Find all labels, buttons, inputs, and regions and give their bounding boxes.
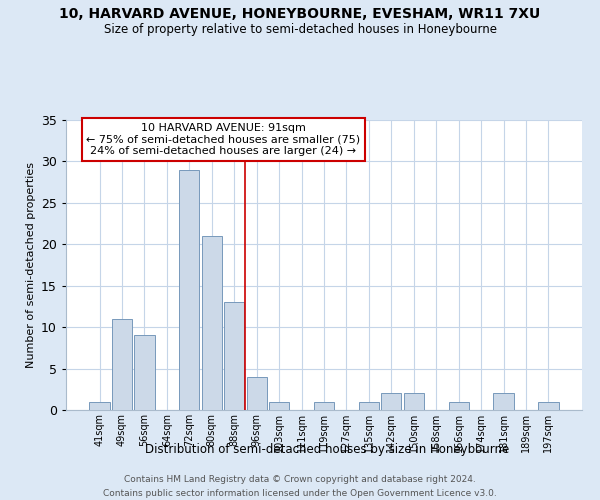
Bar bbox=[179, 170, 199, 410]
Bar bbox=[359, 402, 379, 410]
Bar bbox=[202, 236, 222, 410]
Bar bbox=[224, 302, 244, 410]
Bar bbox=[134, 336, 155, 410]
Text: 10 HARVARD AVENUE: 91sqm
← 75% of semi-detached houses are smaller (75)
24% of s: 10 HARVARD AVENUE: 91sqm ← 75% of semi-d… bbox=[86, 123, 361, 156]
Bar bbox=[381, 394, 401, 410]
Bar bbox=[247, 377, 267, 410]
Text: Size of property relative to semi-detached houses in Honeybourne: Size of property relative to semi-detach… bbox=[104, 22, 497, 36]
Bar bbox=[493, 394, 514, 410]
Bar bbox=[269, 402, 289, 410]
Text: Distribution of semi-detached houses by size in Honeybourne: Distribution of semi-detached houses by … bbox=[145, 442, 509, 456]
Text: Contains HM Land Registry data © Crown copyright and database right 2024.
Contai: Contains HM Land Registry data © Crown c… bbox=[103, 476, 497, 498]
Bar bbox=[404, 394, 424, 410]
Bar bbox=[538, 402, 559, 410]
Bar bbox=[112, 319, 132, 410]
Bar bbox=[314, 402, 334, 410]
Text: 10, HARVARD AVENUE, HONEYBOURNE, EVESHAM, WR11 7XU: 10, HARVARD AVENUE, HONEYBOURNE, EVESHAM… bbox=[59, 8, 541, 22]
Y-axis label: Number of semi-detached properties: Number of semi-detached properties bbox=[26, 162, 35, 368]
Bar bbox=[449, 402, 469, 410]
Bar bbox=[89, 402, 110, 410]
